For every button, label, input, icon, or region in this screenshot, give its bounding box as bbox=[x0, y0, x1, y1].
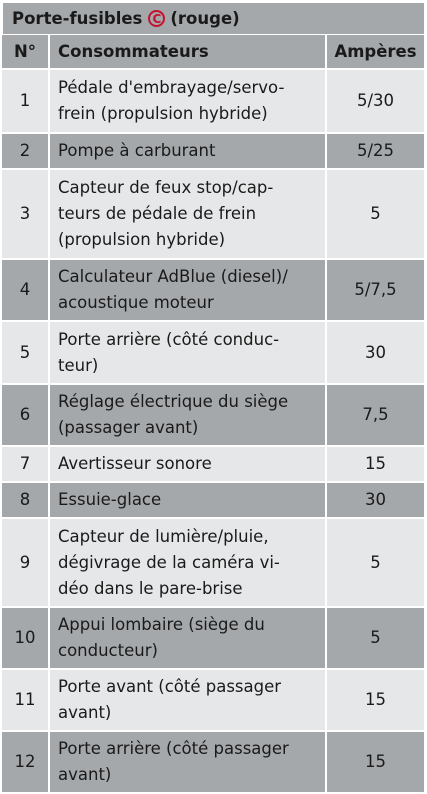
fuse-number: 9 bbox=[2, 518, 50, 608]
header-row: N° Consommateurs Ampères bbox=[2, 35, 426, 70]
fuse-table-body: 1 Pédale d'embrayage/servo- frein (propul… bbox=[2, 69, 426, 794]
title-prefix: Porte-fusibles bbox=[12, 9, 143, 28]
fuse-number: 10 bbox=[2, 607, 50, 670]
fuse-consumer: Porte arrière (côté conduc- teur) bbox=[49, 321, 327, 385]
table-row: 10 Appui lombaire (siège du conducteur) 5 bbox=[2, 607, 426, 670]
table-row: 9 Capteur de lumière/pluie, dégivrage de … bbox=[2, 518, 426, 608]
title-suffix: (rouge) bbox=[170, 9, 240, 28]
table-row: 4 Calculateur AdBlue (diesel)/ acoustique… bbox=[2, 259, 426, 322]
header-consumer: Consommateurs bbox=[49, 35, 327, 70]
table-row: 5 Porte arrière (côté conduc- teur) 30 bbox=[2, 321, 426, 385]
table-row: 12 Porte arrière (côté passager avant) 15 bbox=[2, 731, 426, 794]
fuse-consumer: Capteur de lumière/pluie, dégivrage de l… bbox=[49, 518, 327, 608]
fuse-consumer: Appui lombaire (siège du conducteur) bbox=[49, 607, 327, 670]
fuse-amperes: 15 bbox=[326, 731, 426, 794]
fuse-table: N° Consommateurs Ampères 1 Pédale d'embra… bbox=[2, 35, 426, 794]
table-row: 7 Avertisseur sonore 15 bbox=[2, 446, 426, 483]
fuse-consumer: Essuie-glace bbox=[49, 482, 327, 519]
fuse-consumer: Porte arrière (côté passager avant) bbox=[49, 731, 327, 794]
fuse-consumer: Réglage électrique du siège (passager av… bbox=[49, 384, 327, 447]
fuse-amperes: 30 bbox=[326, 482, 426, 519]
header-number: N° bbox=[2, 35, 50, 70]
fuse-number: 3 bbox=[2, 169, 50, 260]
fuse-consumer: Capteur de feux stop/cap- teurs de pédal… bbox=[49, 169, 327, 260]
fuse-consumer: Pompe à carburant bbox=[49, 133, 327, 170]
fuse-number: 11 bbox=[2, 669, 50, 732]
fuse-number: 8 bbox=[2, 482, 50, 519]
fuse-amperes: 30 bbox=[326, 321, 426, 385]
fuse-number: 12 bbox=[2, 731, 50, 794]
table-row: 6 Réglage électrique du siège (passager a… bbox=[2, 384, 426, 447]
fuse-number: 2 bbox=[2, 133, 50, 170]
fuse-consumer: Avertisseur sonore bbox=[49, 446, 327, 483]
fuse-consumer: Pédale d'embrayage/servo- frein (propuls… bbox=[49, 69, 327, 134]
table-row: 8 Essuie-glace 30 bbox=[2, 482, 426, 519]
table-row: 2 Pompe à carburant 5/25 bbox=[2, 133, 426, 170]
header-amperes: Ampères bbox=[326, 35, 426, 70]
fuse-amperes: 5 bbox=[326, 518, 426, 608]
fuse-amperes: 5/25 bbox=[326, 133, 426, 170]
fuse-amperes: 5/7,5 bbox=[326, 259, 426, 322]
table-title: Porte-fusibles C (rouge) bbox=[2, 2, 425, 35]
fuse-amperes: 15 bbox=[326, 669, 426, 732]
fuse-number: 5 bbox=[2, 321, 50, 385]
fuse-amperes: 15 bbox=[326, 446, 426, 483]
fuse-consumer: Calculateur AdBlue (diesel)/ acoustique … bbox=[49, 259, 327, 322]
fuse-number: 6 bbox=[2, 384, 50, 447]
fuse-number: 1 bbox=[2, 69, 50, 134]
fuse-amperes: 5 bbox=[326, 169, 426, 260]
circled-c-mark: C bbox=[148, 10, 166, 27]
fuse-amperes: 7,5 bbox=[326, 384, 426, 447]
fuse-consumer: Porte avant (côté passager avant) bbox=[49, 669, 327, 732]
fuse-number: 4 bbox=[2, 259, 50, 322]
table-row: 11 Porte avant (côté passager avant) 15 bbox=[2, 669, 426, 732]
fuse-amperes: 5/30 bbox=[326, 69, 426, 134]
table-row: 1 Pédale d'embrayage/servo- frein (propul… bbox=[2, 69, 426, 134]
fuse-amperes: 5 bbox=[326, 607, 426, 670]
table-row: 3 Capteur de feux stop/cap- teurs de péda… bbox=[2, 169, 426, 260]
fuse-number: 7 bbox=[2, 446, 50, 483]
